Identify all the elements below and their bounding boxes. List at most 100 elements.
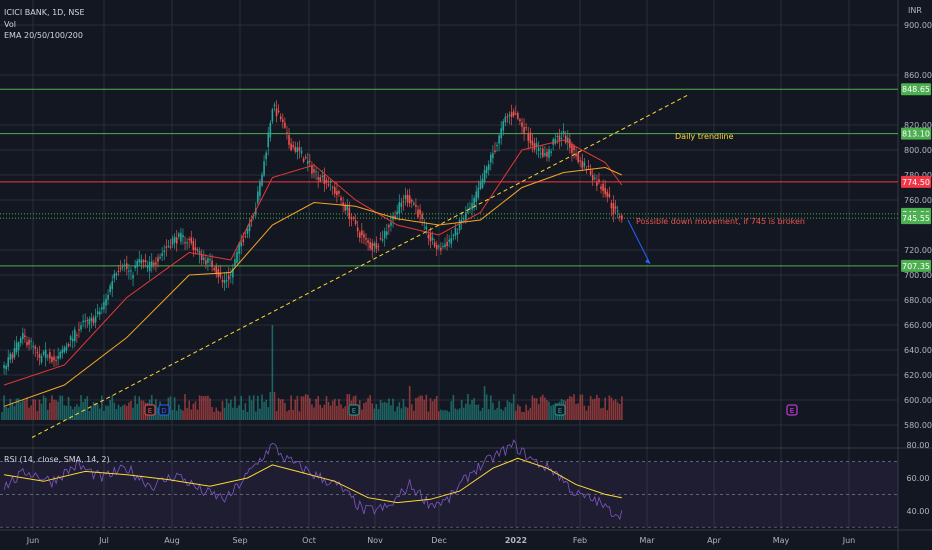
volume-bar bbox=[473, 398, 475, 420]
candle-body bbox=[40, 355, 43, 363]
candle-body bbox=[44, 349, 47, 359]
candle-body bbox=[548, 149, 550, 158]
price-tick-label: 780.00 bbox=[904, 171, 932, 180]
candle-body bbox=[327, 184, 330, 186]
volume-bar bbox=[502, 410, 505, 420]
volume-bar bbox=[621, 396, 623, 420]
volume-bar bbox=[392, 398, 394, 420]
price-level-tag-label: 774.50 bbox=[902, 178, 930, 187]
candle-body bbox=[527, 133, 530, 141]
candle-body bbox=[103, 301, 105, 310]
candle-body bbox=[452, 235, 455, 237]
volume-bar bbox=[396, 406, 398, 420]
volume-bar bbox=[121, 405, 124, 420]
volume-bar bbox=[19, 402, 22, 420]
candle-body bbox=[263, 161, 265, 176]
candle-body bbox=[136, 260, 138, 268]
candle-body bbox=[377, 246, 380, 248]
volume-bar bbox=[134, 395, 136, 420]
volume-bar bbox=[485, 394, 488, 420]
price-tick-label: 820.00 bbox=[904, 121, 932, 130]
volume-bar bbox=[440, 409, 442, 420]
candle-body bbox=[254, 208, 257, 215]
candle-body bbox=[113, 273, 116, 279]
candle-body bbox=[24, 335, 26, 338]
price-level-tag-box bbox=[901, 175, 931, 188]
candle-body bbox=[583, 162, 586, 167]
candle-body bbox=[165, 246, 168, 248]
price-axis[interactable]: INR 580.00 600.00 620.00 640.00 660.00 680.00 7… bbox=[901, 6, 932, 516]
volume-bar bbox=[566, 398, 569, 420]
volume-bar bbox=[585, 410, 588, 420]
candle-body bbox=[240, 242, 242, 247]
price-level-tag: 848.65 bbox=[901, 83, 931, 96]
volume-bar bbox=[282, 399, 284, 420]
trendline-label: Daily trendline bbox=[675, 132, 734, 141]
volume-bar bbox=[259, 408, 261, 420]
volume-bar bbox=[86, 396, 89, 420]
candle-body bbox=[34, 346, 37, 349]
volume-bar bbox=[452, 394, 455, 420]
candle-body bbox=[566, 137, 569, 143]
volume-bar bbox=[431, 401, 434, 420]
candle-body bbox=[261, 174, 263, 186]
candle-body bbox=[26, 342, 28, 346]
volume-bar bbox=[386, 402, 388, 420]
candle-body bbox=[616, 210, 619, 212]
volume-bar bbox=[5, 406, 7, 420]
candle-body bbox=[115, 273, 118, 276]
volume-bar bbox=[49, 402, 51, 420]
volume-bar bbox=[242, 409, 245, 420]
candle-body bbox=[429, 232, 432, 242]
volume-legend[interactable]: Vol bbox=[4, 20, 16, 29]
candle-body bbox=[410, 199, 413, 202]
volume-bar bbox=[315, 398, 317, 420]
volume-bar bbox=[22, 399, 24, 420]
candle-body bbox=[163, 250, 166, 253]
volume-bar bbox=[88, 410, 91, 420]
candle-body bbox=[433, 242, 436, 247]
volume-bar bbox=[340, 404, 342, 420]
volume-bar bbox=[128, 402, 130, 420]
candle-body bbox=[514, 113, 517, 115]
volume-bar bbox=[564, 400, 567, 420]
volume-bar bbox=[523, 411, 525, 420]
volume-bar bbox=[469, 404, 471, 420]
volume-bar bbox=[63, 405, 66, 420]
candle-body bbox=[169, 246, 172, 248]
ema-legend[interactable]: EMA 20/50/100/200 bbox=[4, 31, 83, 40]
candle-body bbox=[92, 318, 95, 324]
candle-body bbox=[80, 325, 82, 330]
volume-bar bbox=[571, 396, 573, 420]
time-axis[interactable]: Jun Jul Aug Sep Oct Nov Dec 2022 Feb Mar Apr May Jun bbox=[26, 536, 856, 545]
candle-body bbox=[475, 191, 478, 202]
volume-bar bbox=[178, 404, 180, 420]
volume-bar bbox=[115, 409, 118, 420]
volume-bar bbox=[604, 397, 606, 420]
candle-body bbox=[573, 146, 575, 151]
candle-body bbox=[28, 340, 30, 345]
candle-body bbox=[159, 256, 161, 259]
candle-body bbox=[13, 348, 16, 358]
rsi-legend[interactable]: RSI (14, close, SMA, 14, 2) bbox=[4, 455, 110, 464]
volume-bar bbox=[612, 400, 615, 420]
volume-bar bbox=[198, 395, 201, 420]
candle-body bbox=[311, 165, 313, 174]
event-marker: E bbox=[786, 404, 798, 416]
price-level-tag-label: 813.10 bbox=[902, 130, 930, 139]
candle-body bbox=[194, 247, 197, 251]
candle-body bbox=[442, 246, 444, 248]
symbol-legend[interactable]: ICICI BANK, 1D, NSE bbox=[4, 8, 85, 17]
candle-body bbox=[209, 259, 211, 261]
time-tick-label: Jun bbox=[842, 536, 856, 545]
candle-body bbox=[552, 139, 554, 145]
volume-bar bbox=[96, 404, 99, 420]
volume-bar bbox=[438, 411, 440, 420]
candle-body bbox=[171, 238, 174, 245]
candle-body bbox=[200, 254, 203, 260]
candle-body bbox=[485, 166, 488, 174]
price-level-tag: 813.10 bbox=[901, 127, 931, 140]
candle-body bbox=[306, 161, 309, 164]
